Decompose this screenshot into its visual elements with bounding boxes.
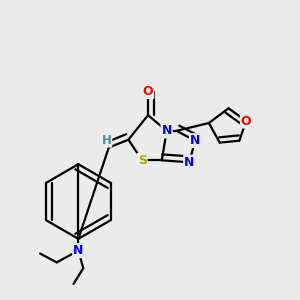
Text: S: S <box>138 154 147 167</box>
Text: O: O <box>241 115 251 128</box>
Text: H: H <box>101 134 111 147</box>
Text: N: N <box>184 156 194 169</box>
Text: N: N <box>190 134 200 147</box>
Text: O: O <box>143 85 153 98</box>
Text: N: N <box>73 244 83 257</box>
Text: N: N <box>161 124 172 137</box>
